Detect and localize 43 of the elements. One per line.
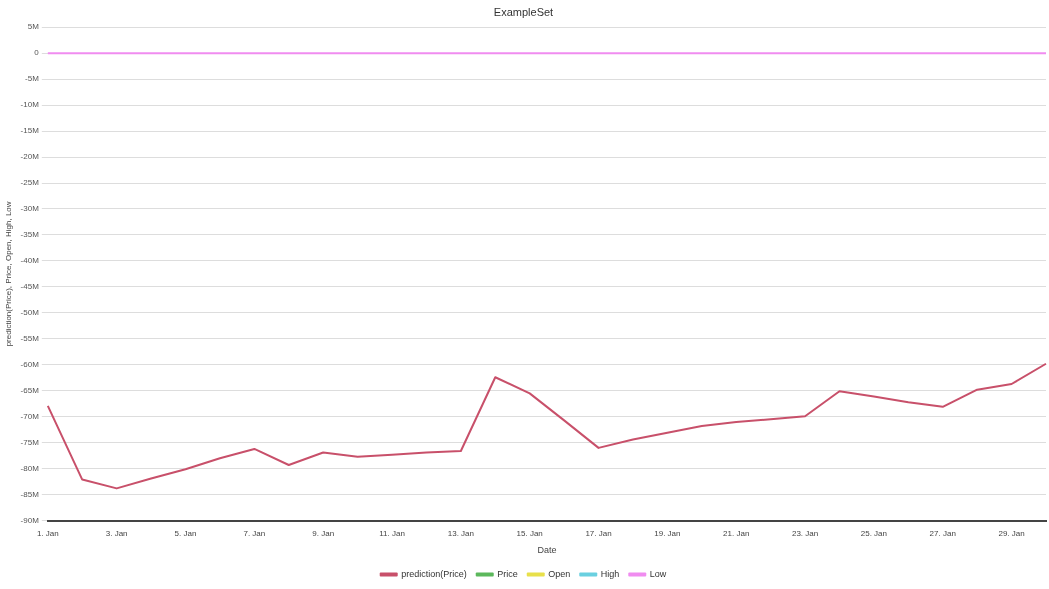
y-tick-label: -50M	[20, 308, 40, 318]
x-tick-label: 1. Jan	[36, 528, 59, 538]
legend-label: prediction(Price)	[401, 568, 467, 579]
x-tick-label: 3. Jan	[105, 528, 128, 538]
x-tick-label: 13. Jan	[447, 528, 474, 538]
legend-label: Price	[497, 568, 518, 579]
x-tick-label: 5. Jan	[174, 528, 197, 538]
y-tick-label: -35M	[20, 230, 40, 240]
x-tick-label: 7. Jan	[243, 528, 266, 538]
x-tick-label: 29. Jan	[998, 528, 1025, 538]
legend-label: Open	[548, 568, 571, 579]
y-tick-label: -85M	[20, 489, 40, 499]
y-tick-label: -70M	[20, 411, 40, 421]
y-tick-label: -55M	[20, 334, 40, 344]
y-tick-label: 0	[34, 48, 40, 58]
x-tick-label: 17. Jan	[585, 528, 612, 538]
x-tick-label: 15. Jan	[516, 528, 543, 538]
x-tick-label: 9. Jan	[312, 528, 335, 538]
x-tick-label: 27. Jan	[929, 528, 956, 538]
y-tick-label: -75M	[20, 437, 40, 447]
y-tick-label: -5M	[25, 74, 40, 84]
y-tick-label: -40M	[20, 256, 40, 266]
x-tick-label: 11. Jan	[379, 528, 405, 538]
y-tick-label: -90M	[20, 515, 40, 525]
legend-label: Low	[649, 568, 667, 579]
legend-label: High	[600, 568, 620, 579]
chart-title: ExampleSet	[493, 5, 554, 18]
y-tick-label: -65M	[20, 385, 40, 395]
x-tick-label: 21. Jan	[723, 528, 750, 538]
y-tick-label: -45M	[20, 282, 40, 292]
y-tick-label: -15M	[20, 126, 40, 136]
y-tick-label: 5M	[27, 22, 40, 32]
x-tick-label: 23. Jan	[791, 528, 819, 538]
y-tick-label: -25M	[20, 178, 40, 188]
x-tick-label: 25. Jan	[860, 528, 888, 538]
x-tick-label: 19. Jan	[654, 528, 681, 538]
y-tick-label: -30M	[20, 204, 40, 214]
x-axis-title: Date	[537, 545, 557, 556]
y-tick-label: -10M	[20, 100, 40, 110]
y-tick-label: -60M	[20, 359, 40, 369]
y-axis-title: prediction(Price), Price, Open, High, Low	[4, 201, 13, 347]
y-tick-label: -20M	[20, 152, 40, 162]
y-tick-label: -80M	[20, 463, 40, 473]
